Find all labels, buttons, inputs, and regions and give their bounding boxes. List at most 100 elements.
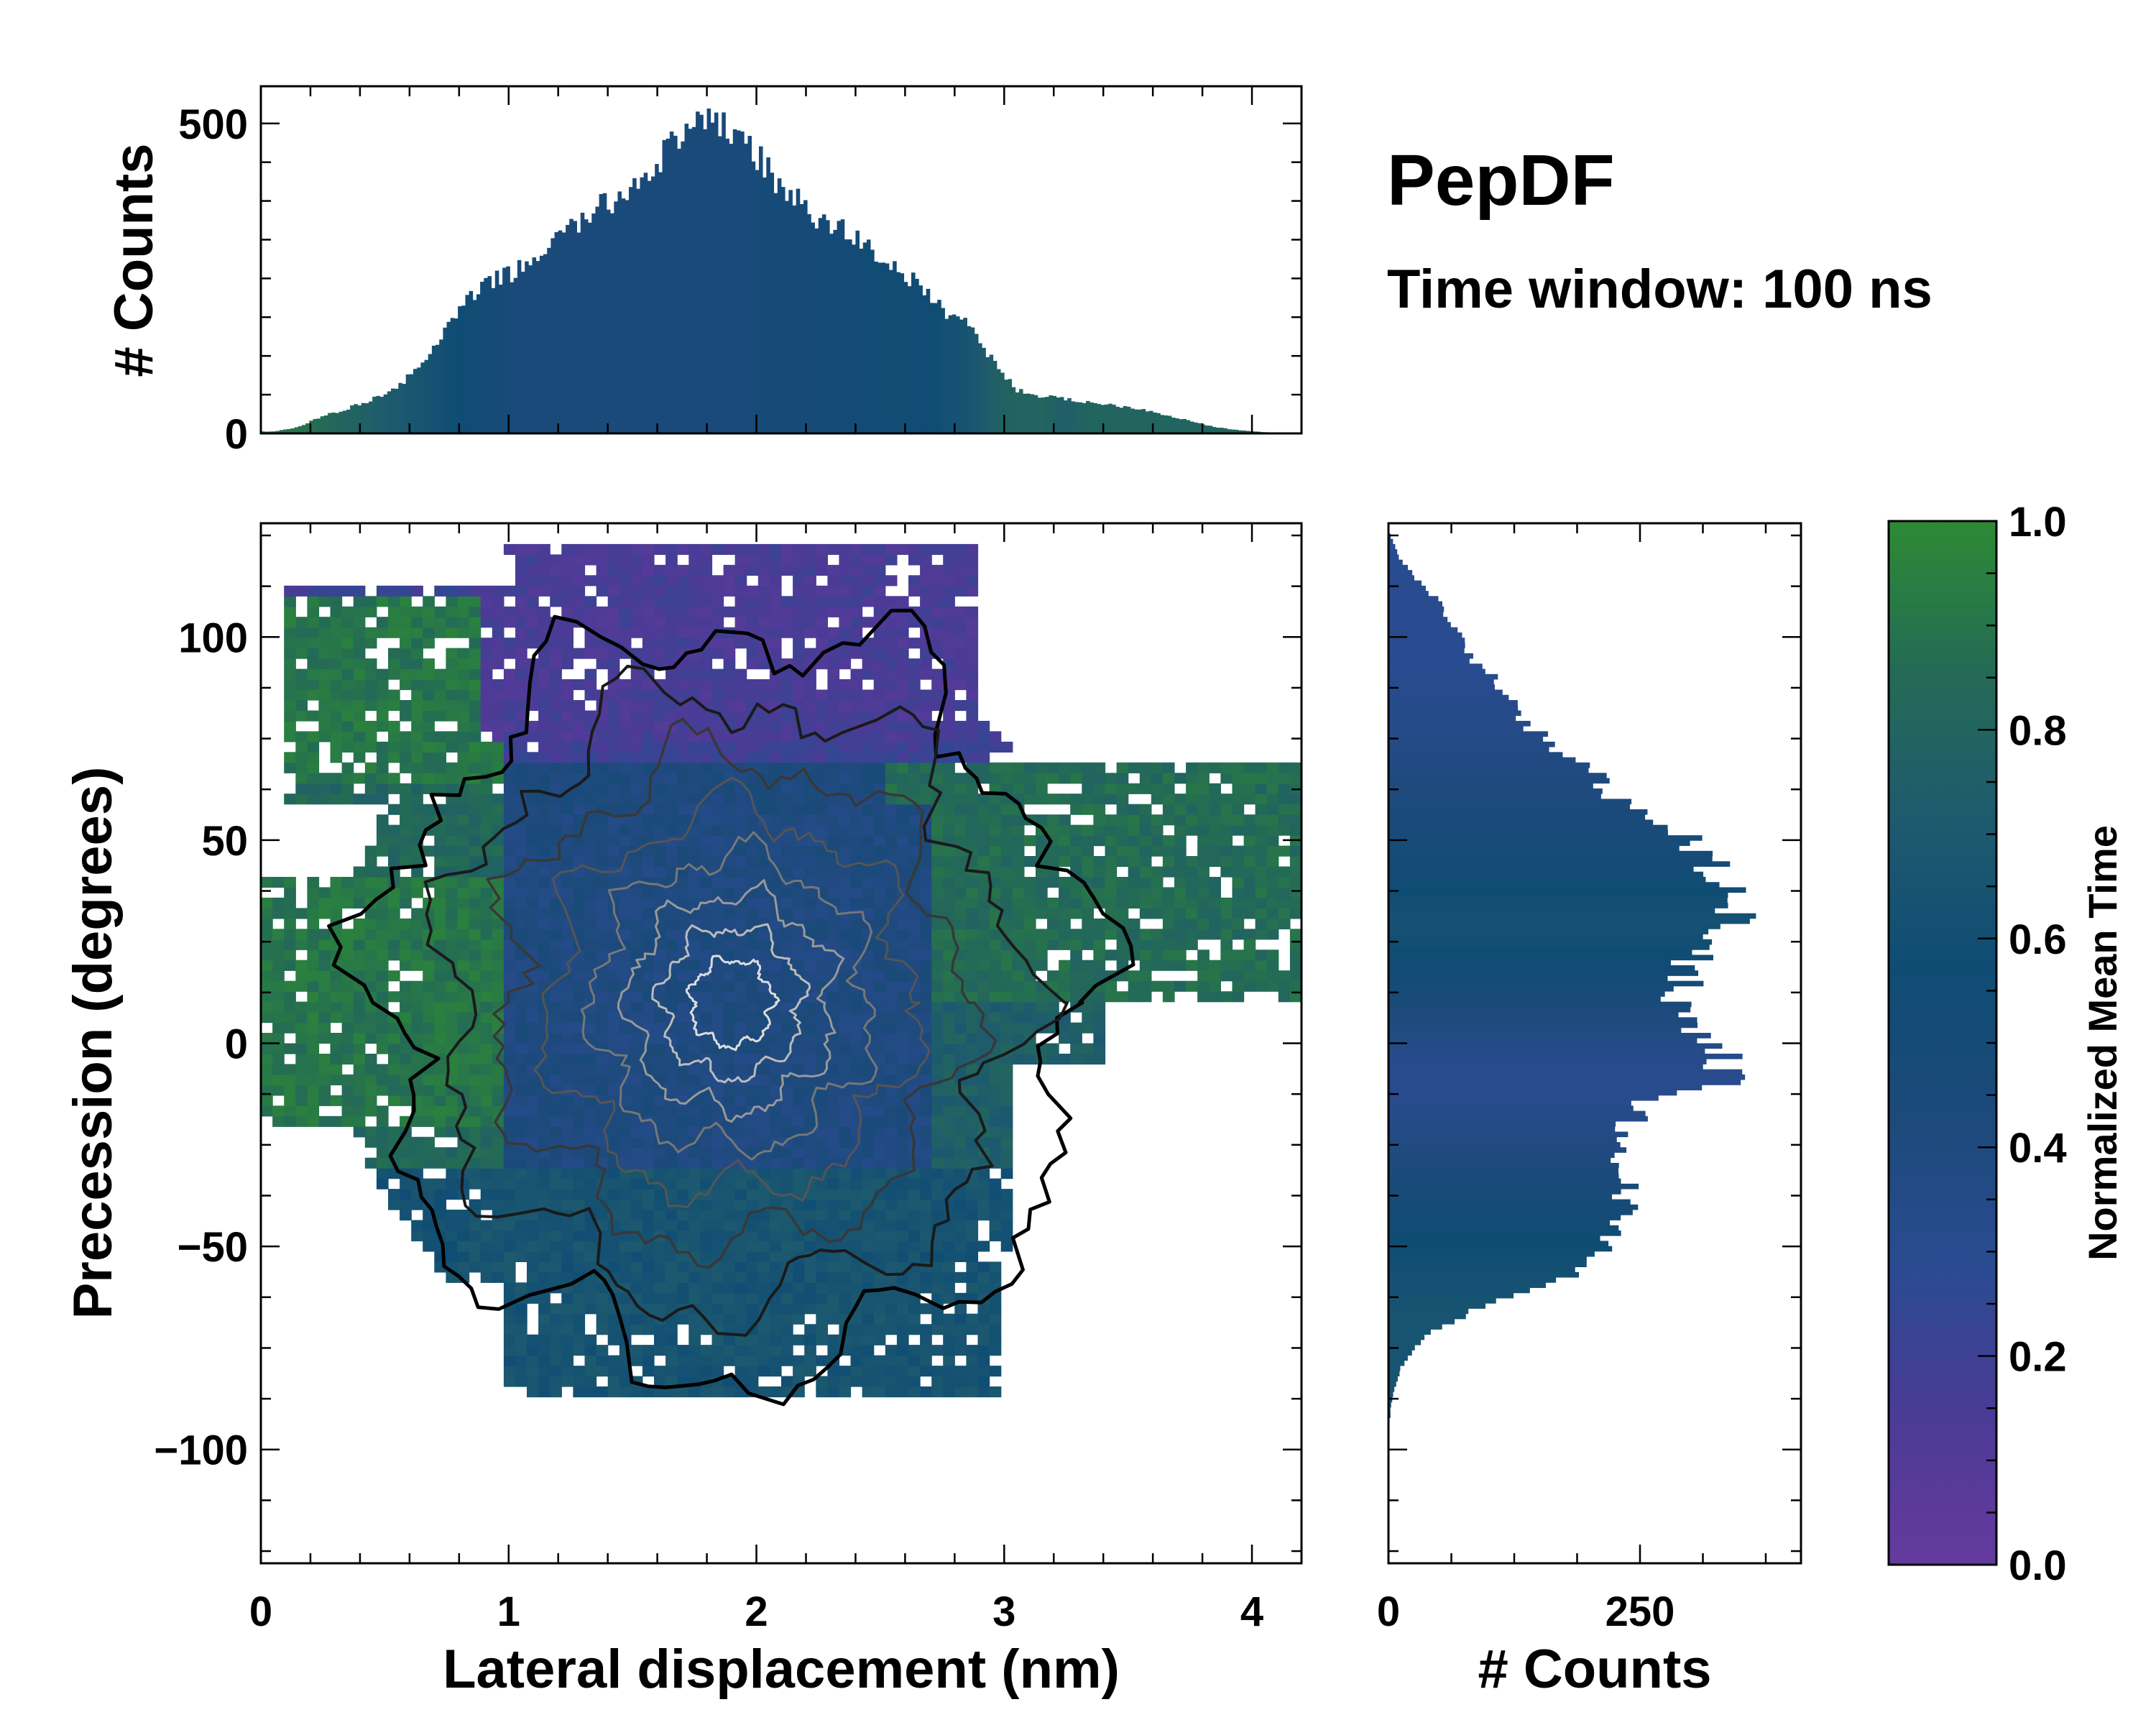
heatmap-cell [677,897,689,908]
heatmap-cell [318,585,331,597]
heatmap-cell [457,741,470,753]
heatmap-cell [723,980,736,992]
heatmap-cell [977,970,990,982]
heatmap-cell [515,991,528,1003]
histogram-bar [785,201,789,433]
heatmap-cell [584,1085,597,1096]
heatmap-cell [1036,877,1048,888]
heatmap-cell [515,1022,528,1034]
heatmap-cell [353,1054,366,1065]
heatmap-cell [827,773,840,784]
heatmap-cell [423,627,435,638]
heatmap-cell [873,627,886,638]
heatmap-cell [862,1271,875,1283]
histogram-bar [335,413,339,433]
heatmap-cell [527,824,539,836]
heatmap-cell [665,980,678,992]
heatmap-cell [804,617,816,628]
heatmap-cell [1082,918,1094,929]
heatmap-cell [1070,835,1082,847]
heatmap-cell [503,1001,516,1013]
histogram-bar [632,178,637,433]
heatmap-cell [977,1210,990,1221]
heatmap-cell [364,1085,377,1096]
heatmap-cell [1000,1064,1013,1075]
heatmap-cell [1000,1033,1013,1044]
heatmap-cell [711,1355,724,1366]
histogram-bar [450,318,455,433]
heatmap-cell [908,1178,921,1190]
heatmap-cell [989,1271,1002,1283]
heatmap-cell [746,1126,759,1138]
heatmap-cell [492,752,505,763]
histogram-bar [491,288,496,433]
heatmap-cell [757,1345,770,1356]
heatmap-cell [850,991,863,1003]
heatmap-cell [654,887,666,898]
heatmap-cell [966,1241,979,1252]
heatmap-cell [561,1366,573,1377]
heatmap-cell [261,877,273,888]
heatmap-cell [688,596,701,607]
histogram-bar [982,347,986,433]
heatmap-cell [400,585,412,597]
heatmap-cell [723,1085,736,1096]
heatmap-cell [1012,897,1025,908]
heatmap-cell [469,1199,482,1210]
heatmap-cell [400,1147,412,1159]
heatmap-cell [654,720,666,732]
heatmap-cell [769,1366,782,1377]
heatmap-cell [665,679,678,691]
heatmap-cell [457,1054,470,1065]
heatmap-cell [700,617,713,628]
heatmap-cell [711,991,724,1003]
heatmap-cell [642,543,655,555]
heatmap-cell [839,585,852,597]
heatmap-cell [665,908,678,919]
heatmap-cell [700,1095,713,1106]
heatmap-cell [804,970,816,982]
heatmap-cell [1000,845,1013,857]
heatmap-cell [607,960,620,971]
heatmap-cell [480,762,493,773]
heatmap-cell [896,1210,909,1221]
heatmap-cell [781,1230,793,1242]
histogram-bar [952,314,957,433]
heatmap-cell [839,1105,852,1117]
heatmap-cell [723,700,736,712]
heatmap-cell [920,991,932,1003]
heatmap-cell [943,1043,955,1054]
heatmap-cell [885,1095,898,1106]
heatmap-cell [423,980,435,992]
heatmap-cell [1070,939,1082,950]
heatmap-cell [596,970,609,982]
heatmap-cell [734,1303,747,1315]
heatmap-cell [469,585,482,597]
heatmap-cell [503,783,516,794]
heatmap-cell [839,1199,852,1210]
heatmap-cell [885,575,898,586]
heatmap-cell [873,1043,886,1054]
heatmap-cell [411,1033,423,1044]
heatmap-cell [816,1210,828,1221]
heatmap-cell [654,794,666,805]
heatmap-cell [550,1324,562,1335]
heatmap-cell [839,554,852,566]
heatmap-cell [746,1043,759,1054]
heatmap-cell [353,596,366,607]
heatmap-cell [642,731,655,742]
heatmap-cell [908,887,921,898]
heatmap-cell [573,1324,586,1335]
heatmap-cell [746,1012,759,1024]
heatmap-cell [353,731,366,742]
heatmap-cell [688,762,701,773]
heatmap-cell [920,960,932,971]
heatmap-cell [711,1282,724,1294]
heatmap-cell [573,1345,586,1356]
heatmap-cell [885,1355,898,1366]
heatmap-cell [850,804,863,815]
histogram-bar [1011,387,1016,433]
heatmap-cell [931,1136,944,1148]
heatmap-cell [318,658,331,670]
heatmap-cell [793,1001,805,1013]
